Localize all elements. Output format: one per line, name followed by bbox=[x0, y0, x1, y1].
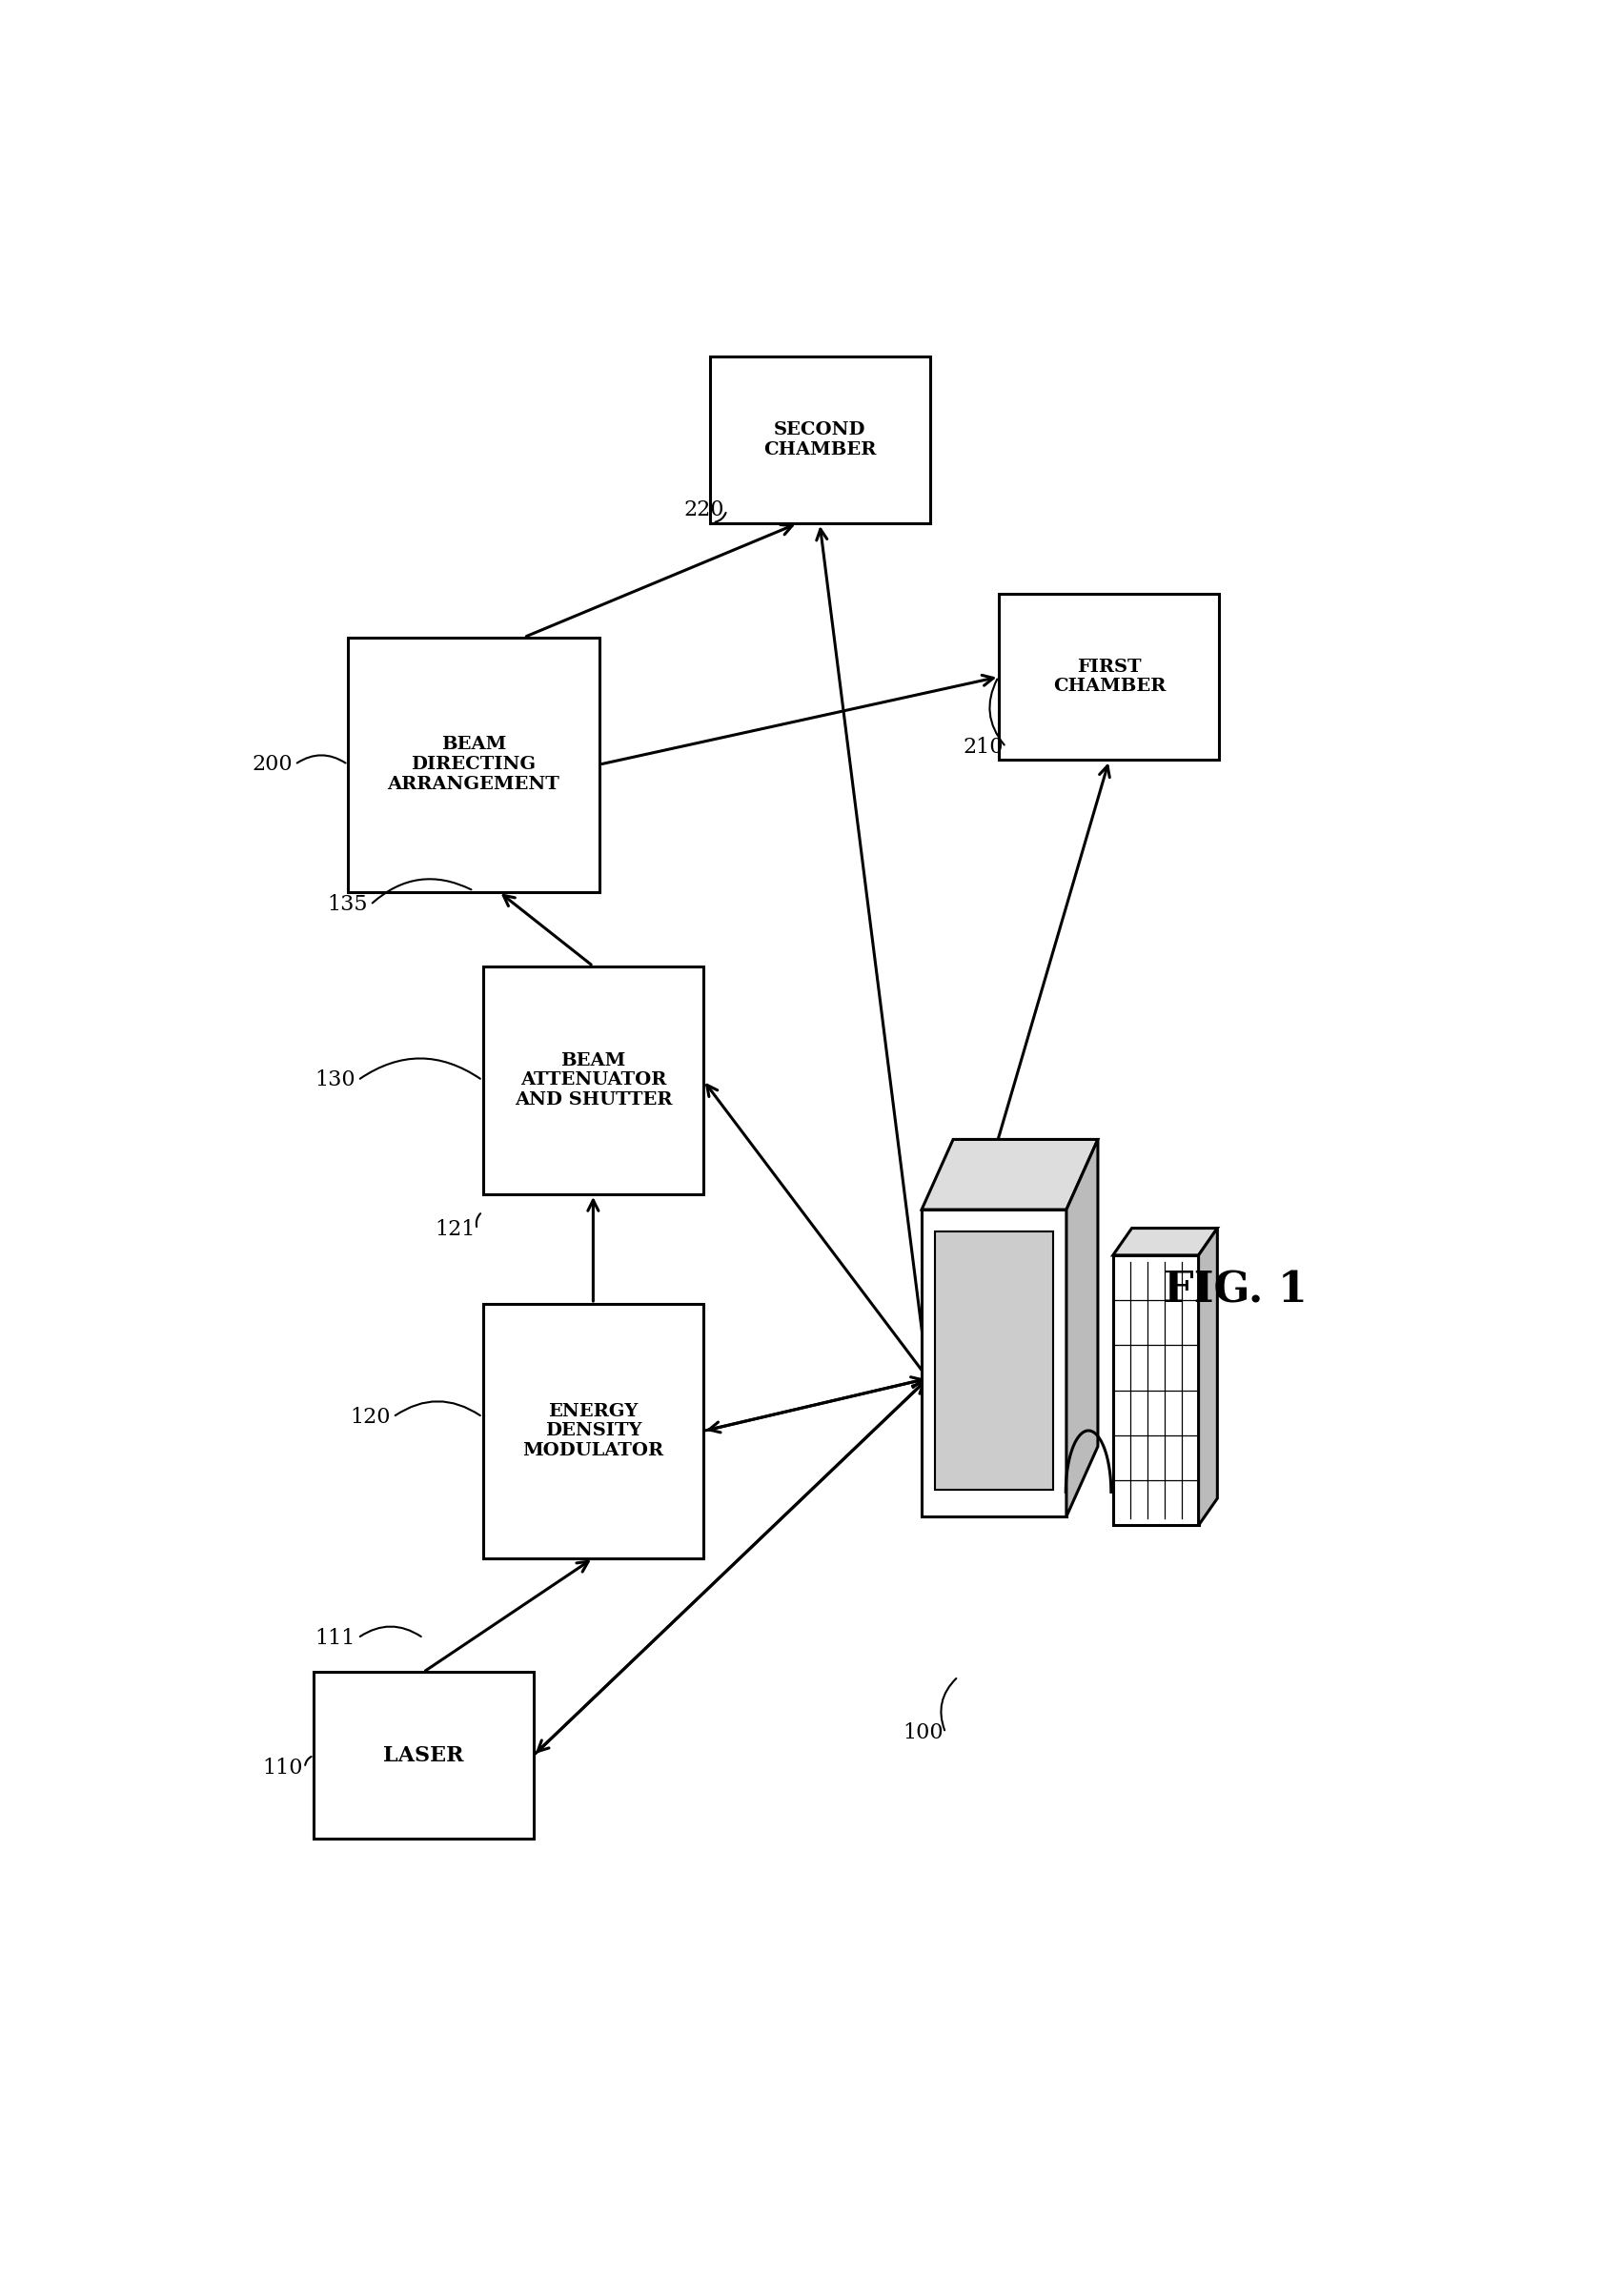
Text: 210: 210 bbox=[963, 736, 1004, 759]
Text: 110: 110 bbox=[261, 1756, 302, 1779]
Polygon shape bbox=[922, 1210, 1067, 1517]
Text: LASER: LASER bbox=[383, 1745, 463, 1765]
Text: ENERGY
DENSITY
MODULATOR: ENERGY DENSITY MODULATOR bbox=[523, 1403, 664, 1460]
Text: 200: 200 bbox=[252, 754, 292, 775]
Text: 130: 130 bbox=[315, 1071, 356, 1091]
Polygon shape bbox=[1199, 1228, 1218, 1526]
Polygon shape bbox=[935, 1232, 1054, 1490]
Text: SECOND
CHAMBER: SECOND CHAMBER bbox=[763, 421, 875, 458]
Polygon shape bbox=[1067, 1139, 1098, 1517]
Text: 100: 100 bbox=[903, 1722, 944, 1743]
Text: FIG. 1: FIG. 1 bbox=[1163, 1271, 1307, 1312]
Text: BEAM
ATTENUATOR
AND SHUTTER: BEAM ATTENUATOR AND SHUTTER bbox=[515, 1052, 672, 1109]
Text: 135: 135 bbox=[328, 895, 369, 916]
Text: 120: 120 bbox=[351, 1406, 391, 1428]
Text: BEAM
DIRECTING
ARRANGEMENT: BEAM DIRECTING ARRANGEMENT bbox=[388, 736, 560, 793]
Bar bbox=[313, 1672, 533, 1838]
Text: 121: 121 bbox=[435, 1219, 474, 1239]
Bar bbox=[710, 358, 931, 524]
Bar bbox=[999, 595, 1220, 761]
Bar bbox=[348, 638, 599, 891]
Text: 220: 220 bbox=[684, 499, 724, 522]
Text: FIRST
CHAMBER: FIRST CHAMBER bbox=[1052, 658, 1166, 695]
Bar bbox=[482, 966, 703, 1194]
Polygon shape bbox=[922, 1139, 1098, 1210]
Bar bbox=[482, 1303, 703, 1558]
Text: 111: 111 bbox=[315, 1626, 356, 1649]
Polygon shape bbox=[1112, 1228, 1218, 1255]
Polygon shape bbox=[1112, 1255, 1199, 1526]
